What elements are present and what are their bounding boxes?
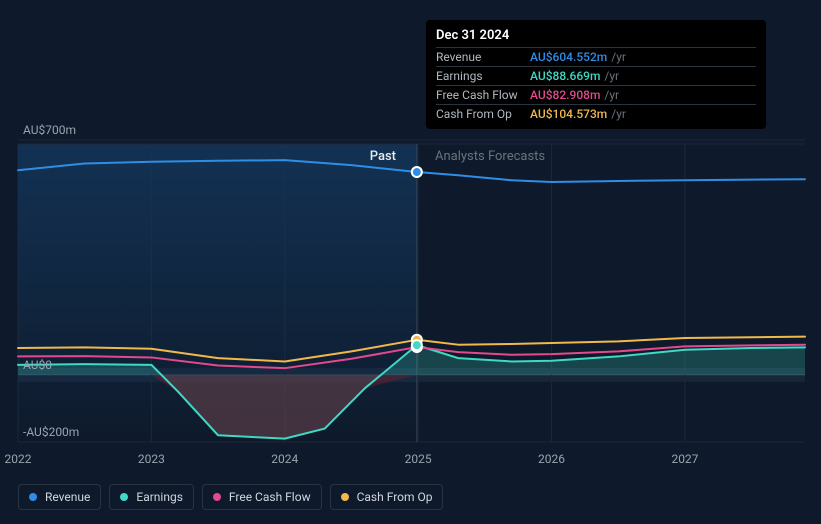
tooltip-row: Free Cash FlowAU$82.908m/yr [436, 85, 756, 104]
x-axis-label: 2027 [671, 452, 698, 466]
legend-item-label: Earnings [136, 490, 183, 504]
y-axis-label: -AU$200m [23, 425, 79, 439]
legend-item-cash_from_op[interactable]: Cash From Op [330, 484, 444, 510]
legend-item-free_cash_flow[interactable]: Free Cash Flow [202, 484, 322, 510]
tooltip-row-value: AU$82.908m [530, 88, 600, 102]
legend-dot-icon [120, 493, 128, 501]
tooltip-row: Cash From OpAU$104.573m/yr [436, 104, 756, 123]
x-axis-label: 2022 [5, 452, 32, 466]
legend: Revenue Earnings Free Cash Flow Cash From O… [18, 484, 443, 510]
legend-item-label: Revenue [45, 490, 90, 504]
chart-tooltip: Dec 31 2024 RevenueAU$604.552m/yrEarning… [426, 20, 766, 129]
legend-dot-icon [213, 493, 221, 501]
x-axis-label: 2023 [138, 452, 165, 466]
section-label-past: Past [370, 149, 396, 164]
tooltip-row-label: Earnings [436, 69, 530, 83]
tooltip-date: Dec 31 2024 [436, 28, 756, 47]
tooltip-row-label: Cash From Op [436, 107, 530, 121]
y-axis-label: AU$700m [23, 123, 76, 137]
tooltip-row-unit: /yr [600, 88, 619, 102]
x-axis-label: 2024 [271, 452, 298, 466]
tooltip-row-unit: /yr [607, 107, 626, 121]
x-axis-label: 2025 [405, 452, 432, 466]
legend-item-earnings[interactable]: Earnings [109, 484, 194, 510]
section-label-forecast: Analysts Forecasts [435, 149, 545, 164]
tooltip-row: RevenueAU$604.552m/yr [436, 47, 756, 66]
tooltip-row-label: Free Cash Flow [436, 88, 530, 102]
tooltip-row-value: AU$88.669m [530, 69, 600, 83]
tooltip-row: EarningsAU$88.669m/yr [436, 66, 756, 85]
legend-item-revenue[interactable]: Revenue [18, 484, 101, 510]
legend-dot-icon [341, 493, 349, 501]
financials-chart: Dec 31 2024 RevenueAU$604.552m/yrEarning… [0, 0, 821, 524]
tooltip-row-unit: /yr [607, 50, 626, 64]
y-axis-label: AU$0 [23, 358, 52, 372]
x-axis-label: 2026 [538, 452, 565, 466]
legend-item-label: Cash From Op [357, 490, 433, 504]
tooltip-row-value: AU$104.573m [530, 107, 607, 121]
tooltip-row-unit: /yr [600, 69, 619, 83]
tooltip-row-value: AU$604.552m [530, 50, 607, 64]
legend-dot-icon [29, 493, 37, 501]
legend-item-label: Free Cash Flow [229, 490, 311, 504]
tooltip-row-label: Revenue [436, 50, 530, 64]
